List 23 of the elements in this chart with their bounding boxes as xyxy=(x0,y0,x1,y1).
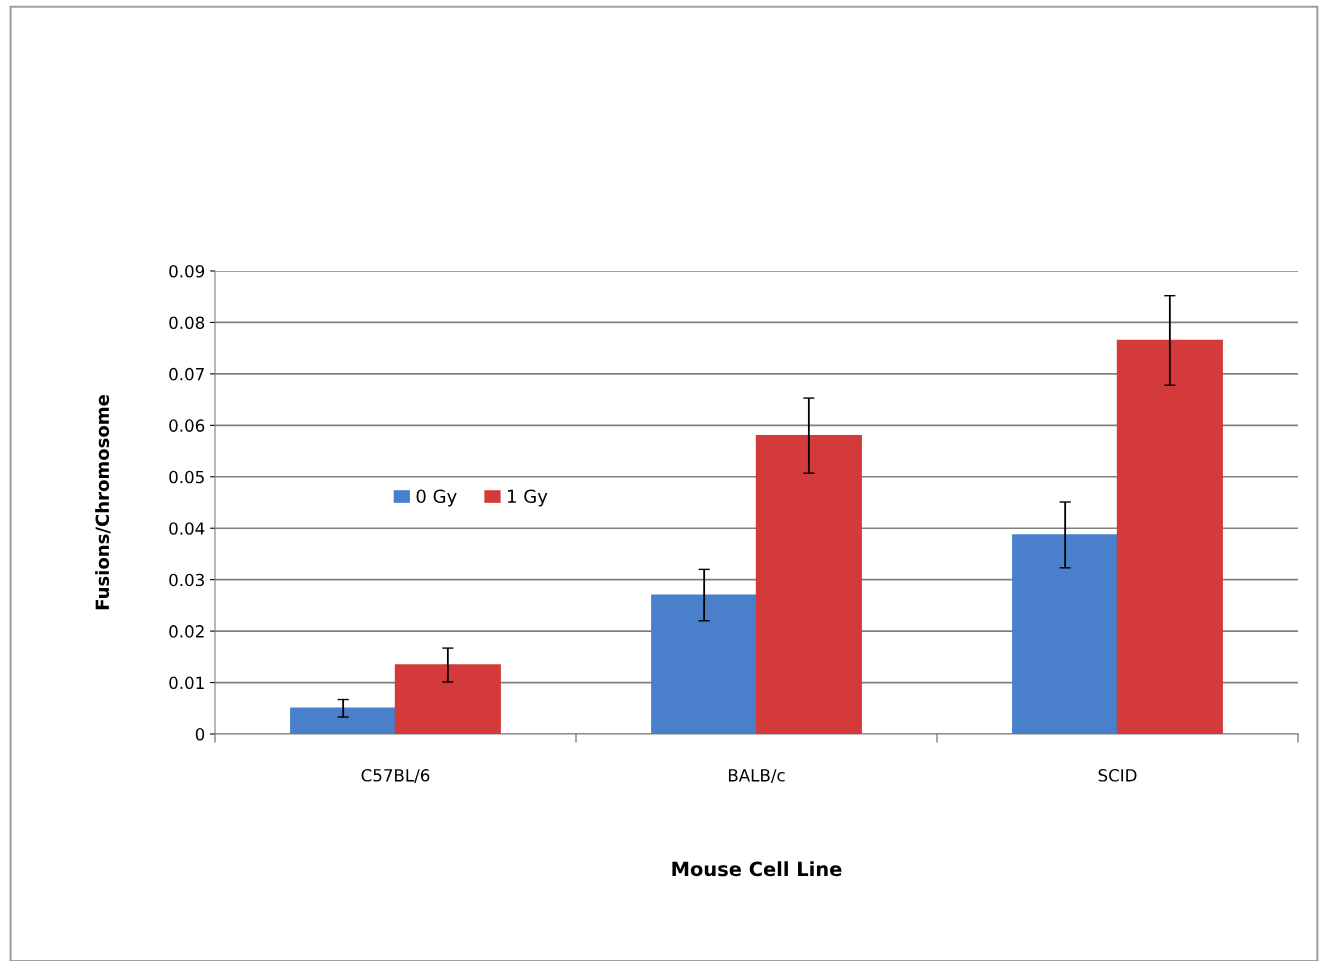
bar xyxy=(1116,339,1223,734)
bar xyxy=(651,594,758,734)
y-tick-label: 0.05 xyxy=(169,470,204,484)
y-tick-label: 0.01 xyxy=(169,676,204,690)
bar xyxy=(394,664,501,734)
y-tick-label: 0.09 xyxy=(169,264,205,278)
y-tick-label: 0 xyxy=(195,727,205,741)
legend-label: 0 Gy xyxy=(416,489,457,507)
y-tick-label: 0.06 xyxy=(169,419,205,432)
bar xyxy=(290,707,397,734)
y-tick-label: 0.02 xyxy=(169,625,204,638)
legend-label: 1 Gy xyxy=(508,489,548,507)
x-tick-label: SCID xyxy=(1098,769,1137,782)
bar xyxy=(755,434,862,734)
y-tick-label: 0.03 xyxy=(169,573,204,587)
x-tick-label: C57BL/6 xyxy=(361,769,430,783)
y-tick-label: 0.08 xyxy=(169,316,205,330)
bar xyxy=(1012,534,1119,734)
y-tick-label: 0.04 xyxy=(169,522,205,535)
y-tick-label: 0.07 xyxy=(169,367,204,381)
y-axis-title: Fusions/Chromosome xyxy=(95,395,111,610)
x-axis-title: Mouse Cell Line xyxy=(672,861,842,877)
x-tick-label: BALB/c xyxy=(728,769,785,783)
